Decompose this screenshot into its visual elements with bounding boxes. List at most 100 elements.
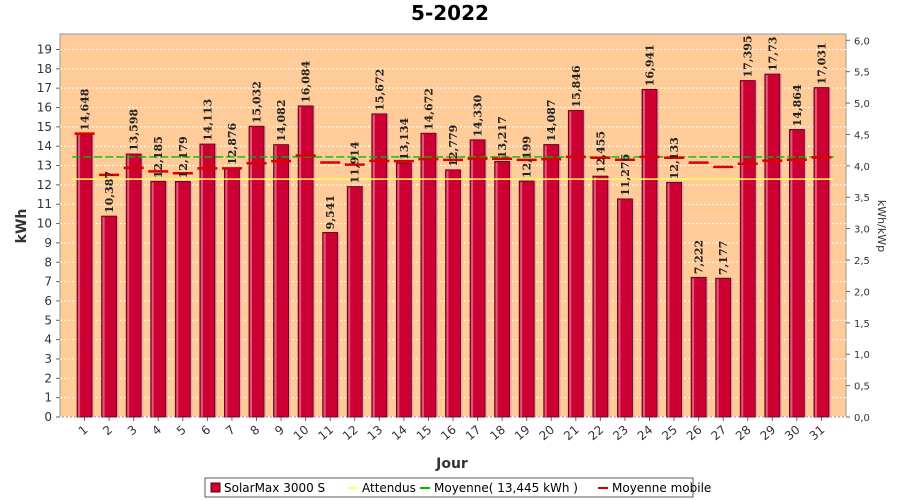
bar	[199, 143, 216, 418]
legend-entry: Moyenne mobile	[612, 481, 711, 495]
bar	[788, 129, 805, 418]
bar	[371, 113, 388, 418]
bar	[592, 175, 609, 418]
data-label: 14,082	[275, 99, 288, 141]
bar	[715, 277, 732, 418]
y2-tick-label: 5,5	[854, 68, 870, 79]
data-label: 12,455	[594, 131, 607, 173]
x-tick-label: 3	[125, 423, 140, 439]
x-tick-label: 14	[389, 423, 410, 444]
x-tick-label: 8	[248, 423, 263, 439]
legend-swatch	[210, 482, 221, 493]
y2-tick-label: 1,5	[854, 319, 870, 330]
bar	[641, 88, 658, 418]
data-label: 11,276	[619, 153, 632, 195]
y-tick-label: 14	[37, 139, 52, 153]
legend-box	[204, 477, 694, 498]
bar-highlight	[643, 90, 645, 417]
data-label: 14,330	[472, 94, 485, 136]
data-label: 13,598	[128, 109, 141, 151]
data-label: 15,032	[251, 81, 264, 123]
y2-tick-label: 0,5	[854, 382, 870, 393]
x-tick-label: 11	[315, 423, 336, 444]
x-tick-label: 16	[438, 423, 459, 444]
data-label: 12,179	[177, 136, 190, 178]
legend-entry: Moyenne( 13,445 kWh )	[434, 481, 578, 495]
bar-highlight	[569, 111, 572, 417]
bar	[518, 180, 535, 418]
bar-highlight	[692, 278, 695, 417]
y-tick-label: 2	[44, 371, 52, 385]
bar	[567, 110, 584, 418]
data-label: 13,217	[496, 116, 509, 158]
bar	[322, 232, 339, 418]
y-tick-label: 3	[44, 352, 52, 366]
y-tick-label: 19	[37, 42, 52, 56]
bar-highlight	[225, 168, 228, 417]
data-label: 16,084	[300, 60, 313, 102]
bar	[346, 186, 363, 418]
x-tick-label: 15	[414, 423, 435, 444]
y2-tick-label: 1,0	[854, 350, 870, 361]
bar	[248, 125, 265, 418]
y2-tick-label: 0,0	[854, 413, 870, 424]
x-tick-label: 29	[758, 423, 779, 444]
y2-tick-label: 3,0	[854, 225, 870, 236]
data-label: 16,941	[644, 44, 657, 86]
reference-lines	[72, 132, 834, 180]
x-tick-label: 26	[684, 423, 705, 444]
bar-highlight	[544, 145, 547, 417]
bar	[125, 153, 142, 418]
bar-highlight	[250, 127, 252, 417]
x-tick-label: 17	[463, 423, 484, 444]
bar-highlight	[323, 233, 326, 417]
bar-highlight	[299, 106, 302, 418]
y-tick-label: 6	[44, 294, 52, 308]
bar-highlight	[274, 145, 277, 417]
y-tick-label: 12	[37, 178, 52, 192]
x-tick-label: 24	[635, 423, 656, 444]
x-tick-label: 4	[149, 423, 164, 439]
bar	[690, 276, 707, 418]
y-tick-label: 18	[37, 62, 52, 76]
bar-highlight	[667, 183, 670, 417]
x-tick-label: 18	[487, 423, 508, 444]
y2-tick-label: 4,5	[854, 130, 870, 141]
data-label: 12,133	[668, 137, 681, 179]
x-tick-label: 5	[174, 423, 189, 439]
bar	[297, 105, 314, 418]
data-label: 7,222	[693, 240, 706, 274]
y2-tick-label: 4,0	[854, 162, 870, 173]
legend-entry: SolarMax 3000 S	[224, 481, 325, 495]
bar-highlight	[471, 140, 474, 417]
x-tick-label: 13	[365, 423, 386, 444]
y-tick-label: 8	[44, 255, 52, 269]
x-tick-label: 2	[100, 423, 115, 439]
y-tick-label: 5	[44, 313, 52, 327]
x-tick-label: 31	[807, 423, 828, 444]
y2-axis: 0,0 0,5 1,0 1,5 2,0 2,5 3,0 3,5 4,0 4,5 5,0 5,5 6,0	[846, 36, 870, 424]
bar	[494, 160, 511, 418]
y2-tick-label: 3,5	[854, 193, 870, 204]
y-tick-label: 7	[44, 275, 52, 289]
data-label: 17,031	[815, 42, 828, 84]
legend: SolarMax 3000 S Attendus Moyenne( 13,445 k…	[204, 477, 711, 498]
x-tick-label: 21	[561, 423, 582, 444]
bar	[666, 181, 682, 418]
bar-highlight	[78, 134, 81, 417]
bar	[420, 132, 437, 418]
bar	[469, 139, 486, 418]
data-label: 12,185	[152, 136, 165, 178]
bar	[174, 181, 191, 418]
bar-highlight	[741, 81, 744, 417]
y-tick-label: 10	[37, 217, 52, 231]
bar-highlight	[814, 88, 817, 418]
x-tick-label: 23	[610, 423, 631, 444]
data-label: 9,541	[324, 195, 337, 229]
x-tick-label: 25	[659, 423, 680, 444]
bar-highlight	[421, 134, 424, 418]
x-tick-label: 22	[586, 423, 607, 444]
bar-highlight	[397, 163, 400, 417]
bar-highlight	[127, 154, 130, 417]
